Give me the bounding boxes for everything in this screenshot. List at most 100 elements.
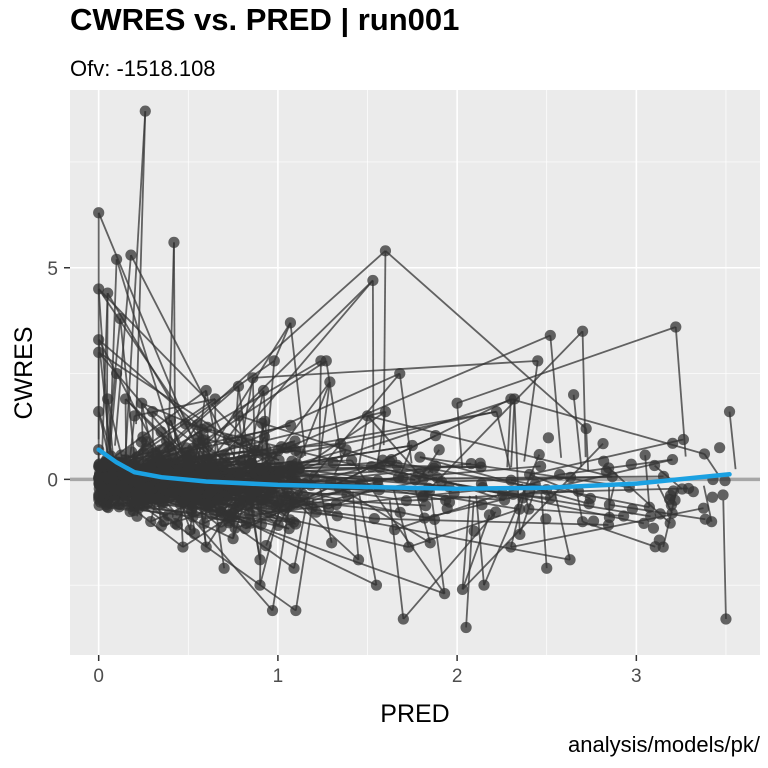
observation-line [728, 411, 737, 470]
observation-line [101, 293, 109, 452]
data-point [93, 406, 105, 418]
x-tick-label: 1 [273, 666, 284, 687]
observation-line [430, 496, 446, 594]
chart-caption: analysis/models/pk/ [568, 732, 760, 757]
data-point [168, 486, 180, 498]
data-point [420, 500, 432, 512]
data-point [517, 492, 529, 504]
data-point [119, 393, 132, 405]
data-point [289, 435, 301, 447]
observation-line [384, 250, 587, 430]
data-point [168, 236, 180, 248]
data-point [602, 519, 615, 531]
data-point [368, 513, 380, 525]
smooth-group [96, 447, 732, 491]
data-point [697, 502, 710, 514]
data-point [130, 487, 142, 499]
data-point [324, 376, 336, 388]
data-point [214, 496, 226, 508]
data-point [163, 466, 175, 479]
observation-line [130, 254, 243, 471]
data-point [535, 460, 547, 472]
y-tick-label: 5 [47, 259, 58, 280]
data-point [334, 438, 347, 450]
data-point [554, 469, 566, 481]
data-point [232, 380, 245, 392]
data-point [564, 554, 576, 566]
data-point [179, 418, 192, 430]
x-tick-label: 0 [93, 666, 104, 687]
observation-line [475, 495, 485, 586]
data-point [94, 496, 107, 508]
observation-line [114, 254, 132, 446]
data-point [322, 502, 335, 515]
data-point [665, 499, 677, 511]
data-point [278, 505, 290, 517]
data-point [465, 458, 477, 470]
observation-line [540, 492, 548, 569]
data-point [374, 462, 386, 474]
data-point [229, 522, 241, 534]
data-point [254, 579, 266, 591]
data-point [417, 472, 429, 485]
data-point [199, 434, 211, 446]
data-point [244, 507, 256, 520]
chart-subtitle: Ofv: -1518.108 [70, 56, 216, 81]
data-point [507, 488, 519, 500]
data-point [403, 541, 415, 553]
data-point [254, 554, 266, 566]
data-point [677, 433, 689, 446]
data-point [508, 393, 521, 405]
chart-title: CWRES vs. PRED | run001 [70, 2, 460, 37]
observation-points [93, 105, 736, 634]
data-point [155, 426, 167, 438]
data-point [389, 524, 401, 536]
data-point [164, 414, 176, 426]
data-point [438, 588, 451, 600]
y-tick-label: 0 [47, 470, 58, 491]
data-point [568, 389, 580, 401]
data-point [110, 367, 123, 380]
data-point [102, 393, 114, 405]
observation-line [702, 485, 713, 522]
data-point [564, 471, 577, 483]
data-point [643, 501, 655, 513]
data-point [218, 449, 231, 461]
observation-line [278, 410, 497, 452]
data-point [139, 105, 151, 117]
observation-line [319, 488, 333, 544]
data-point [209, 393, 221, 405]
observation-line [107, 373, 118, 464]
data-point [699, 513, 711, 525]
data-point [603, 499, 616, 511]
data-point [513, 503, 526, 515]
data-point [431, 472, 443, 484]
data-point [235, 464, 247, 476]
observation-line [252, 359, 538, 379]
data-point [176, 455, 188, 468]
observation-line [510, 398, 516, 468]
observation-line [461, 495, 471, 590]
data-point [135, 436, 147, 448]
observation-line [351, 491, 360, 560]
data-point [106, 461, 118, 474]
data-point [113, 498, 125, 510]
data-point [626, 503, 639, 515]
data-point [417, 490, 429, 502]
data-point [706, 491, 719, 503]
data-point [654, 508, 666, 520]
data-point [272, 445, 284, 457]
data-point [433, 444, 445, 456]
data-point [178, 495, 190, 507]
data-point [93, 283, 105, 295]
observation-line [135, 111, 147, 425]
observation-line [245, 390, 265, 467]
observation-line [318, 381, 331, 465]
data-point [476, 499, 488, 511]
data-point [232, 410, 244, 422]
data-point [320, 355, 332, 367]
data-point [198, 517, 210, 529]
observation-line [456, 403, 464, 469]
data-point [542, 432, 555, 444]
data-point [125, 473, 137, 486]
